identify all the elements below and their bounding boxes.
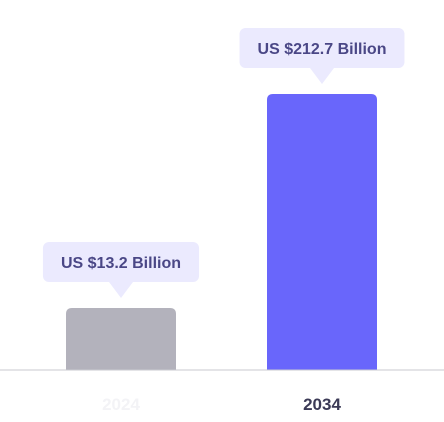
bar-group xyxy=(66,94,377,370)
bar-2024 xyxy=(66,308,176,370)
x-axis-tick-labels: 2024 2034 xyxy=(102,395,341,414)
data-label-bubble xyxy=(42,242,200,282)
data-label-group: US $13.2 Billion US $212.7 Billion xyxy=(42,28,405,298)
data-label: US $13.2 Billion xyxy=(61,255,181,272)
data-label-pointer xyxy=(109,282,133,298)
data-label-pointer xyxy=(310,68,334,84)
data-label-bubble xyxy=(239,28,405,68)
data-label: US $212.7 Billion xyxy=(258,41,387,58)
x-tick-label: 2024 xyxy=(102,395,140,414)
bar-2034 xyxy=(267,94,377,370)
x-tick-label: 2034 xyxy=(303,395,341,414)
